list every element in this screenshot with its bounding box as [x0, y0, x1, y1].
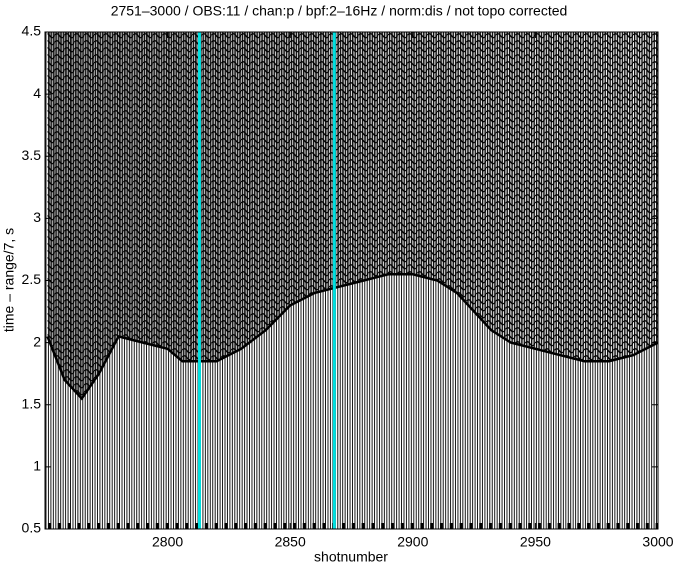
x-tick-label: 2950 — [520, 534, 551, 550]
y-axis-label: time – range/7, s — [1, 228, 17, 332]
first-arrival — [46, 273, 658, 401]
y-tick-label: 4.5 — [22, 23, 42, 39]
plot-area — [45, 32, 658, 529]
y-tick-label: 2.5 — [22, 271, 42, 287]
y-tick-label: 3.5 — [22, 147, 42, 163]
y-tick-label: 3 — [33, 209, 41, 225]
x-tick-label: 2900 — [397, 534, 428, 550]
x-axis-label: shotnumber — [314, 549, 388, 565]
x-tick-label: 3000 — [642, 534, 673, 550]
y-tick-label: 0.5 — [22, 520, 42, 536]
y-tick-label: 4 — [33, 85, 41, 101]
chart-title: 2751–3000 / OBS:11 / chan:p / bpf:2–16Hz… — [111, 3, 568, 19]
x-tick-label: 2850 — [275, 534, 306, 550]
y-tick-label: 1 — [33, 458, 41, 474]
x-tick-label: 2800 — [152, 534, 183, 550]
trace-feet — [45, 519, 658, 529]
y-tick-label: 1.5 — [22, 395, 42, 411]
y-tick-label: 2 — [33, 333, 41, 349]
